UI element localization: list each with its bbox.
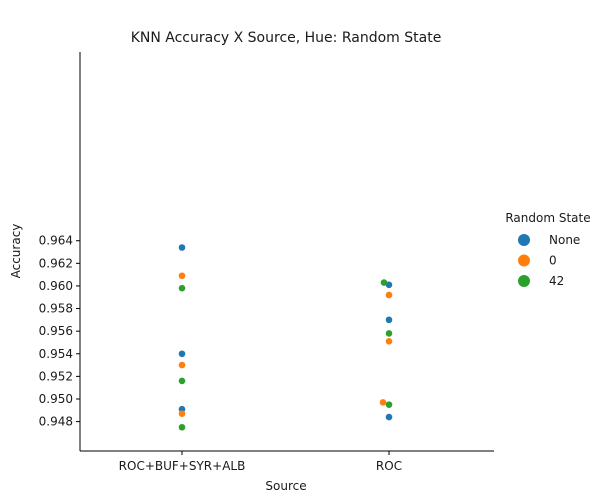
point-0-1 bbox=[178, 272, 186, 280]
y-tick-label: 0.964 bbox=[39, 234, 73, 248]
y-axis-title: Accuracy bbox=[9, 224, 23, 279]
legend-title: Random State bbox=[505, 211, 590, 225]
y-tick-label: 0.948 bbox=[39, 415, 73, 429]
chart-title: KNN Accuracy X Source, Hue: Random State bbox=[131, 30, 442, 46]
legend-marker-42 bbox=[518, 275, 530, 287]
point-0-2 bbox=[178, 361, 186, 369]
y-tick-label: 0.954 bbox=[39, 347, 73, 361]
y-tick-label: 0.958 bbox=[39, 302, 73, 316]
point-none-6 bbox=[385, 413, 393, 421]
legend-marker-none bbox=[518, 234, 530, 246]
legend-items: None 0 42 bbox=[518, 233, 580, 288]
x-tick-label: ROC bbox=[376, 459, 402, 473]
x-tick-label: ROC+BUF+SYR+ALB bbox=[119, 459, 246, 473]
point-42-6 bbox=[385, 401, 393, 408]
y-ticks: 0.948 0.950 0.952 0.954 0.956 0.958 0.960 0.962… bbox=[39, 234, 80, 429]
y-tick-label: 0.962 bbox=[39, 256, 73, 270]
point-0-5 bbox=[385, 338, 393, 345]
data-points bbox=[178, 244, 393, 431]
point-42-3 bbox=[178, 423, 186, 431]
point-none-5 bbox=[385, 316, 393, 324]
legend-marker-0 bbox=[518, 254, 530, 267]
x-axis-title: Source bbox=[265, 479, 306, 493]
point-none-3 bbox=[178, 405, 186, 413]
legend: Random State None 0 42 bbox=[505, 211, 590, 288]
point-0-6 bbox=[379, 399, 387, 406]
point-42-4 bbox=[380, 279, 388, 286]
point-none-2 bbox=[178, 350, 186, 358]
axes bbox=[79, 52, 494, 452]
point-0-4 bbox=[385, 291, 393, 299]
y-tick-label: 0.952 bbox=[39, 369, 73, 383]
point-42-1 bbox=[178, 284, 186, 292]
y-tick-label: 0.956 bbox=[39, 324, 73, 338]
x-ticks: ROC+BUF+SYR+ALB ROC bbox=[119, 451, 402, 473]
point-42-5 bbox=[385, 330, 393, 337]
legend-label-0: 0 bbox=[549, 254, 557, 268]
legend-label-none: None bbox=[549, 233, 580, 247]
y-tick-label: 0.950 bbox=[39, 392, 73, 406]
y-tick-label: 0.960 bbox=[39, 279, 73, 293]
legend-label-42: 42 bbox=[549, 274, 564, 288]
point-42-2 bbox=[178, 377, 186, 385]
point-0-3 bbox=[178, 410, 186, 417]
point-none-4 bbox=[385, 281, 393, 289]
point-none-1 bbox=[178, 244, 186, 251]
